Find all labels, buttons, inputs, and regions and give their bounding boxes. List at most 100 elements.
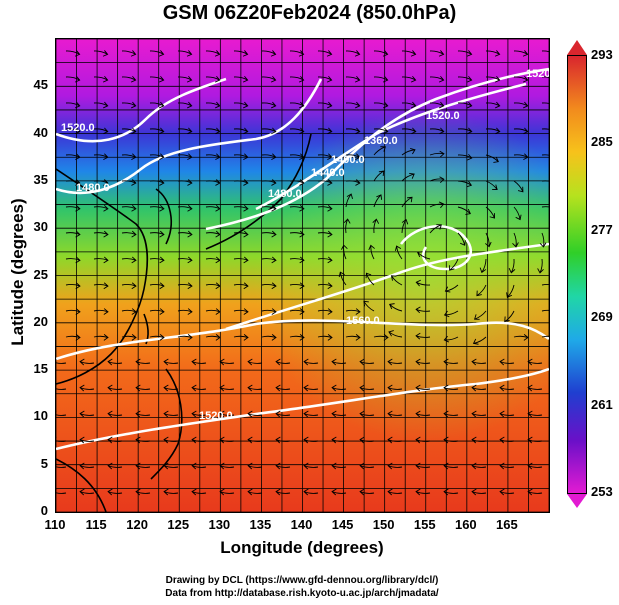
wind-arrow [429,75,445,83]
wind-arrow [93,256,109,264]
wind-arrow [289,334,305,341]
wind-arrow [527,462,543,470]
wind-arrow [275,410,291,418]
wind-arrow [205,75,221,83]
map-title: GSM 06Z20Feb2024 (850.0hPa) [162,2,457,24]
wind-arrow [93,153,109,161]
wind-arrow [177,308,193,315]
wind-arrow [233,50,249,57]
wind-arrow [163,410,179,418]
contour-label: 1440.0 [311,167,345,179]
wind-arrow [415,306,431,314]
wind-arrow [373,170,385,182]
wind-arrow [401,75,417,83]
wind-arrow [415,462,431,470]
wind-arrow [233,334,249,341]
wind-arrow [390,275,403,286]
wind-arrow [541,102,549,104]
wind-arrow [541,309,549,312]
wind-arrow [513,50,529,57]
x-tick-label: 130 [208,517,231,532]
wind-arrow [499,488,515,496]
wind-arrow [149,75,165,83]
x-tick-label: 140 [290,517,313,532]
wind-arrow [373,146,386,156]
wind-arrow [303,384,319,392]
wind-arrow [219,358,235,366]
wind-arrow [527,436,543,444]
coastline-philippines [150,368,183,480]
wind-arrow [513,334,529,341]
wind-arrow [513,101,529,109]
wind-arrow [233,230,249,238]
wind-arrow [499,410,515,418]
contour-line [255,82,527,211]
wind-arrow [541,154,549,156]
wind-arrow [79,358,95,366]
colorbar-tick-label: 293 [591,47,613,62]
wind-arrow [261,282,277,290]
wind-arrow [261,101,277,109]
x-tick-label: 120 [126,517,148,532]
wind-arrow [233,282,249,290]
coastline-china [56,168,149,385]
wind-arrow [205,204,221,212]
contour-line [56,319,549,361]
wind-arrow [205,230,221,238]
wind-arrow [289,127,305,135]
wind-arrow [401,50,417,57]
wind-arrow [65,308,81,315]
wind-arrow [317,256,333,264]
wind-arrow [401,172,415,182]
y-tick-label: 35 [33,171,48,187]
wind-arrow [261,308,277,315]
wind-arrow [331,488,347,496]
wind-arrow [429,150,445,158]
contour-label: 1480.0 [268,188,302,200]
wind-arrow [457,127,473,135]
wind-arrow [476,284,487,297]
wind-arrow [79,488,95,496]
wind-arrow [289,230,305,238]
wind-arrow [233,179,249,186]
wind-arrow [121,50,137,57]
wind-arrow [289,179,305,186]
contour-line [56,77,227,143]
wind-arrow [205,256,221,264]
wind-arrow [415,279,431,287]
x-tick-label: 155 [413,517,436,532]
wind-arrow [135,462,151,470]
contour-label: 1360.0 [364,135,398,147]
wind-arrow [261,256,277,264]
wind-arrow [471,436,487,444]
wind-arrow [275,384,291,392]
wind-arrow [163,384,179,392]
contour-label: 1400.0 [331,154,365,166]
wind-arrow [317,334,333,341]
wind-arrow [275,488,291,496]
wind-arrow [191,462,207,470]
wind-arrow [401,101,417,109]
coastlines [56,133,312,512]
wind-arrow [233,308,249,315]
wind-arrow [191,410,207,418]
wind-arrow [289,101,305,109]
contour-line [225,242,549,331]
wind-arrow [317,179,333,186]
wind-arrow [56,384,67,391]
wind-arrow [65,334,81,341]
wind-arrow [474,310,487,320]
wind-arrow [513,127,529,135]
wind-arrow [331,384,347,392]
wind-arrow [317,75,333,83]
wind-arrow [345,75,361,83]
wind-arrow [233,153,249,161]
wind-arrow [289,204,305,212]
wind-arrow [191,488,207,496]
wind-arrow [303,488,319,496]
wind-arrow [471,488,487,496]
wind-arrow [471,384,487,392]
wind-arrow [499,358,515,366]
wind-arrow [317,308,333,315]
wind-arrow [289,75,305,83]
